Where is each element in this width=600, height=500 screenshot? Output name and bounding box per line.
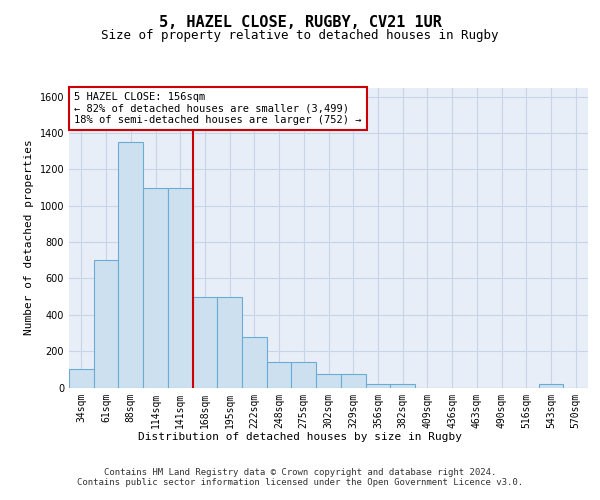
Bar bbox=[143, 188, 168, 388]
Bar bbox=[94, 260, 118, 388]
Text: Distribution of detached houses by size in Rugby: Distribution of detached houses by size … bbox=[138, 432, 462, 442]
Bar bbox=[267, 362, 292, 388]
Text: 5 HAZEL CLOSE: 156sqm
← 82% of detached houses are smaller (3,499)
18% of semi-d: 5 HAZEL CLOSE: 156sqm ← 82% of detached … bbox=[74, 92, 362, 125]
Bar bbox=[168, 188, 193, 388]
Bar bbox=[292, 362, 316, 388]
Y-axis label: Number of detached properties: Number of detached properties bbox=[24, 140, 34, 336]
Text: Contains HM Land Registry data © Crown copyright and database right 2024.
Contai: Contains HM Land Registry data © Crown c… bbox=[77, 468, 523, 487]
Bar bbox=[341, 374, 365, 388]
Text: Size of property relative to detached houses in Rugby: Size of property relative to detached ho… bbox=[101, 28, 499, 42]
Bar bbox=[193, 296, 217, 388]
Bar bbox=[316, 374, 341, 388]
Bar bbox=[390, 384, 415, 388]
Bar bbox=[69, 370, 94, 388]
Bar bbox=[365, 384, 390, 388]
Bar bbox=[217, 296, 242, 388]
Bar bbox=[539, 384, 563, 388]
Text: 5, HAZEL CLOSE, RUGBY, CV21 1UR: 5, HAZEL CLOSE, RUGBY, CV21 1UR bbox=[158, 15, 442, 30]
Bar bbox=[118, 142, 143, 388]
Bar bbox=[242, 336, 267, 388]
